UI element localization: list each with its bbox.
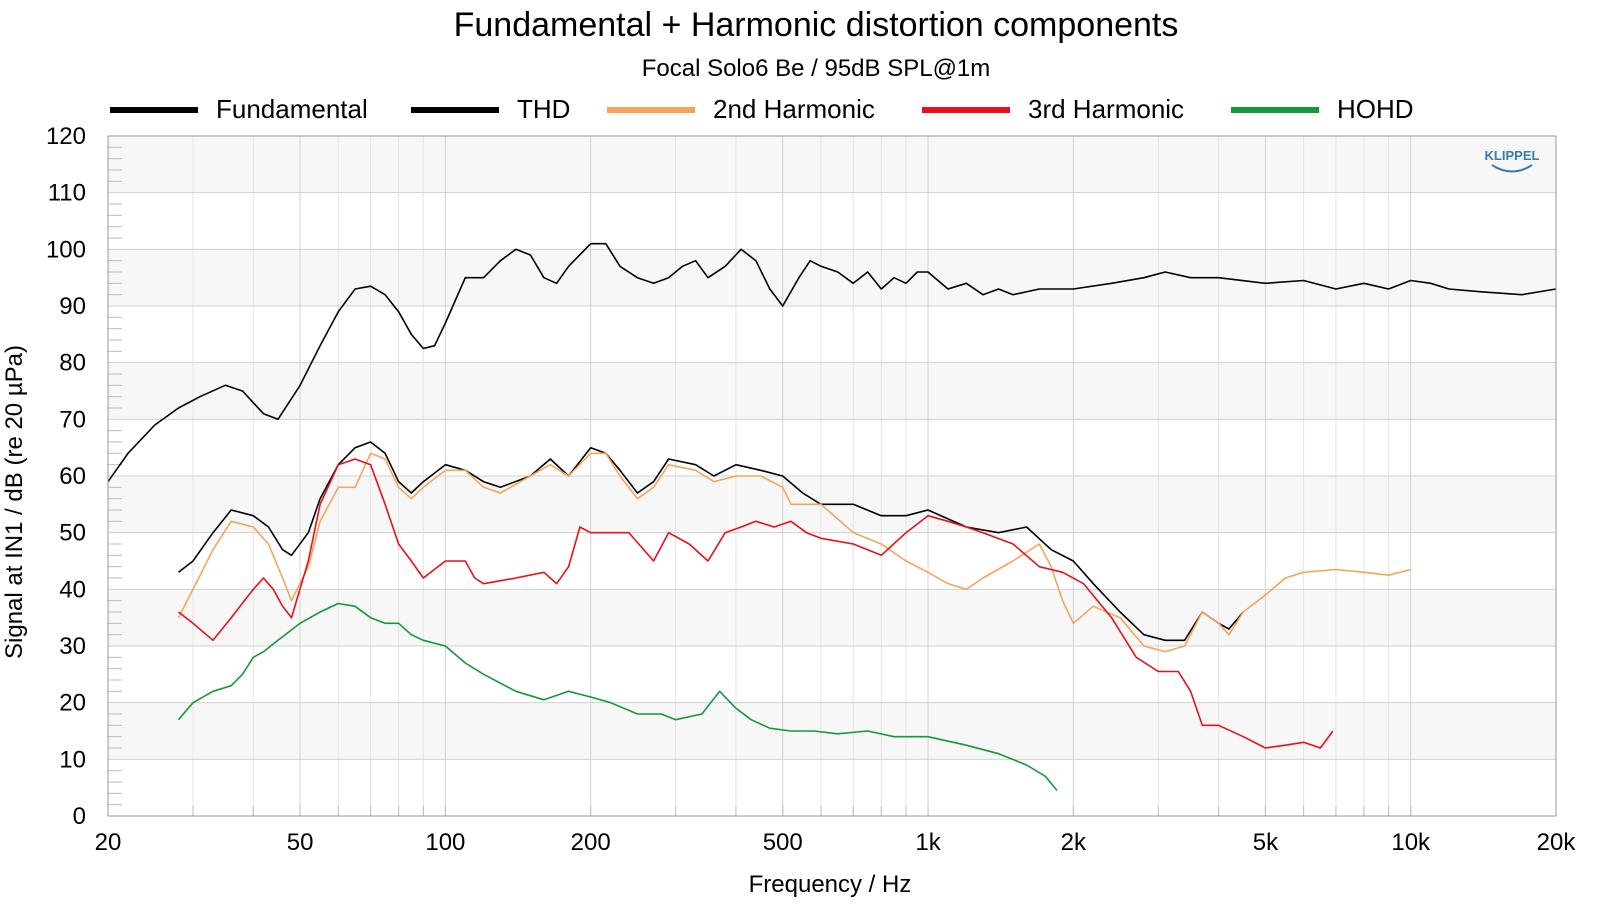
x-axis-ticks: 20 50 100 200 500 1k 2k 5k 10k 20k [95, 829, 1577, 856]
plot-band [108, 249, 1556, 306]
x-tick-label: 2k [1061, 829, 1087, 856]
klippel-logo-swoosh [1491, 164, 1533, 173]
grid [107, 135, 1557, 817]
plot-band [108, 589, 1556, 646]
y-tick-label: 20 [59, 690, 86, 717]
y-tick-label: 90 [59, 293, 86, 320]
y-tick-label: 10 [59, 746, 86, 773]
series-line-thd [178, 441, 1244, 642]
y-tick-label: 30 [59, 633, 86, 660]
klippel-logo-text: KLIPPEL [1485, 148, 1540, 163]
y-tick-label: 80 [59, 350, 86, 377]
y-tick-label: 40 [59, 576, 86, 603]
y-axis-ticks: 0 10 20 30 40 50 60 70 80 90 100 110 120 [46, 123, 86, 830]
chart-title: Fundamental + Harmonic distortion compon… [454, 6, 1179, 44]
x-tick-label: 20k [1537, 829, 1577, 856]
x-tick-label: 200 [571, 829, 611, 856]
series-layer [107, 242, 1557, 792]
plot-border [107, 135, 1557, 817]
legend-label: HOHD [1337, 94, 1414, 124]
plot-band [108, 136, 1556, 193]
x-tick-label: 50 [287, 829, 314, 856]
y-tick-label: 50 [59, 520, 86, 547]
y-tick-label: 100 [46, 236, 86, 263]
x-tick-label: 20 [95, 829, 122, 856]
x-tick-label: 5k [1253, 829, 1279, 856]
legend-label: 2nd Harmonic [713, 94, 875, 124]
x-tick-label: 500 [763, 829, 803, 856]
series-line-hohd [177, 602, 1058, 792]
series-line-2nd-harmonic [177, 452, 1411, 653]
x-tick-label: 10k [1391, 829, 1431, 856]
plot-background [108, 136, 1556, 760]
y-tick-label: 60 [59, 463, 86, 490]
x-tick-label: 100 [425, 829, 465, 856]
series-line-fundamental [107, 242, 1557, 483]
x-axis-label: Frequency / Hz [749, 871, 912, 898]
y-tick-label: 120 [46, 123, 86, 150]
plot-band [108, 702, 1556, 760]
legend: Fundamental THD 2nd Harmonic 3rd Harmonic HO… [110, 94, 1414, 124]
y-axis-label: Signal at IN1 / dB (re 20 µPa) [1, 345, 28, 659]
series-line-3rd-harmonic [178, 458, 1334, 749]
plot-band [108, 362, 1556, 420]
y-tick-label: 70 [59, 406, 86, 433]
chart-subtitle: Focal Solo6 Be / 95dB SPL@1m [642, 55, 991, 82]
legend-label: 3rd Harmonic [1028, 94, 1184, 124]
y-tick-label: 0 [73, 803, 86, 830]
plot-frame [107, 135, 1557, 817]
y-tick-label: 110 [48, 180, 86, 207]
legend-label: Fundamental [216, 94, 368, 124]
legend-label: THD [517, 94, 570, 124]
x-tick-label: 1k [915, 829, 941, 856]
klippel-logo: KLIPPEL [1485, 148, 1540, 173]
